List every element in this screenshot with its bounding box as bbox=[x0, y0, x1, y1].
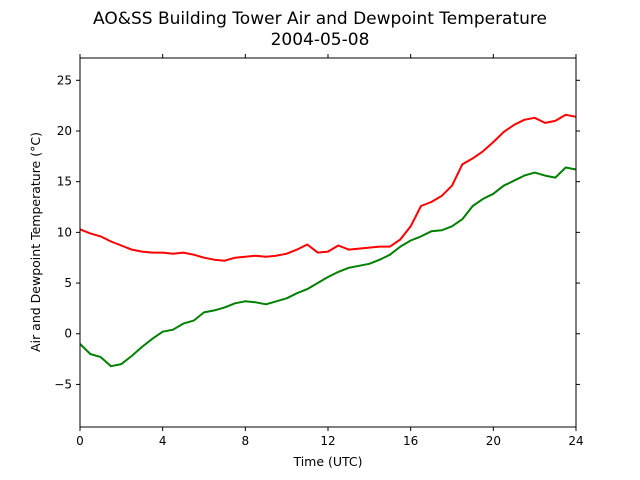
y-axis-label: Air and Dewpoint Temperature (°C) bbox=[28, 132, 43, 352]
x-tick-label: 0 bbox=[76, 434, 84, 448]
y-tick-label: −5 bbox=[54, 377, 72, 391]
x-tick-label: 8 bbox=[242, 434, 250, 448]
chart-title: AO&SS Building Tower Air and Dewpoint Te… bbox=[93, 9, 547, 29]
y-tick-label: 15 bbox=[57, 175, 72, 189]
x-tick-label: 24 bbox=[568, 434, 583, 448]
plot-frame bbox=[79, 57, 577, 428]
x-tick-label: 16 bbox=[403, 434, 418, 448]
tick-layer: 0 4 8 12 16 20 24 −5 0 5 10 15 20 25 bbox=[54, 54, 584, 448]
y-tick-label: 25 bbox=[57, 73, 72, 87]
series-layer bbox=[79, 113, 577, 368]
x-tick-label: 20 bbox=[486, 434, 501, 448]
y-tick-label: 5 bbox=[64, 276, 72, 290]
y-tick-label: 10 bbox=[57, 225, 72, 239]
chart-subtitle: 2004-05-08 bbox=[271, 30, 370, 50]
series-line-1 bbox=[79, 166, 577, 368]
x-tick-label: 4 bbox=[159, 434, 167, 448]
x-axis-label: Time (UTC) bbox=[292, 454, 362, 469]
y-tick-label: 0 bbox=[64, 327, 72, 341]
series-line-0 bbox=[79, 113, 577, 262]
y-tick-label: 20 bbox=[57, 124, 72, 138]
x-tick-label: 12 bbox=[320, 434, 335, 448]
